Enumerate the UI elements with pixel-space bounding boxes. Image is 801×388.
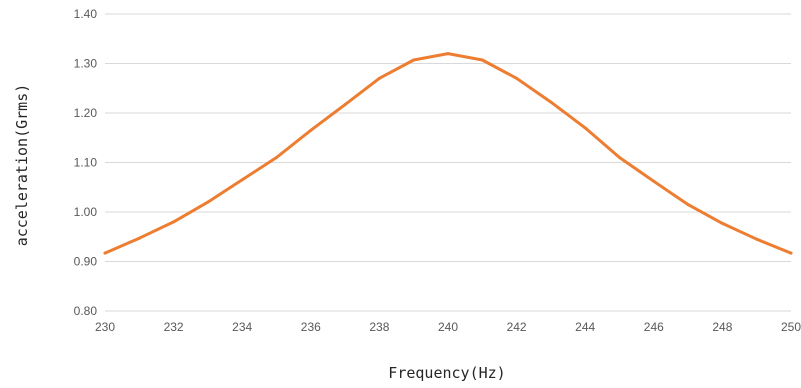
y-tick-label: 1.30	[74, 57, 98, 71]
x-tick-label: 248	[712, 320, 732, 334]
y-tick-label: 1.20	[74, 106, 98, 120]
data-point	[137, 236, 141, 240]
x-tick-label: 238	[369, 320, 389, 334]
data-point	[412, 58, 416, 62]
x-tick-label: 230	[95, 320, 115, 334]
x-tick-label: 234	[232, 320, 252, 334]
x-tick-label: 244	[575, 320, 595, 334]
y-tick-label: 0.80	[74, 304, 98, 318]
data-point	[515, 76, 519, 80]
data-point	[343, 103, 347, 107]
series-layer	[103, 52, 793, 255]
data-point	[686, 203, 690, 207]
data-point	[652, 179, 656, 183]
data-point	[549, 100, 553, 104]
y-tick-label: 1.00	[74, 205, 98, 219]
x-tick-label: 240	[438, 320, 458, 334]
data-point	[720, 221, 724, 225]
y-tick-label: 1.10	[74, 156, 98, 170]
y-tick-label: 0.90	[74, 255, 98, 269]
gridlines	[105, 13, 791, 312]
data-point	[240, 178, 244, 182]
x-tick-label: 232	[164, 320, 184, 334]
data-point	[103, 251, 107, 255]
x-tick-label: 236	[301, 320, 321, 334]
data-point	[789, 251, 793, 255]
data-point	[172, 220, 176, 224]
y-axis-title: acceleration(Grms)	[13, 84, 31, 247]
data-point	[446, 52, 450, 56]
x-tick-label: 246	[644, 320, 664, 334]
data-point	[309, 128, 313, 132]
data-point	[480, 58, 484, 62]
x-axis-title: Frequency(Hz)	[388, 364, 505, 382]
x-tick-label: 250	[781, 320, 801, 334]
data-point	[206, 200, 210, 204]
data-point	[618, 156, 621, 160]
tick-labels: 0.80 0.90 1.00 1.10 1.20 1.30 1.40 230 232 234 236…	[74, 7, 801, 334]
data-point	[275, 156, 278, 160]
x-tick-label: 242	[507, 320, 527, 334]
series-line-0	[103, 52, 793, 255]
data-point	[583, 126, 587, 130]
data-point	[377, 76, 381, 80]
y-tick-label: 1.40	[74, 7, 98, 21]
data-point	[755, 237, 759, 241]
